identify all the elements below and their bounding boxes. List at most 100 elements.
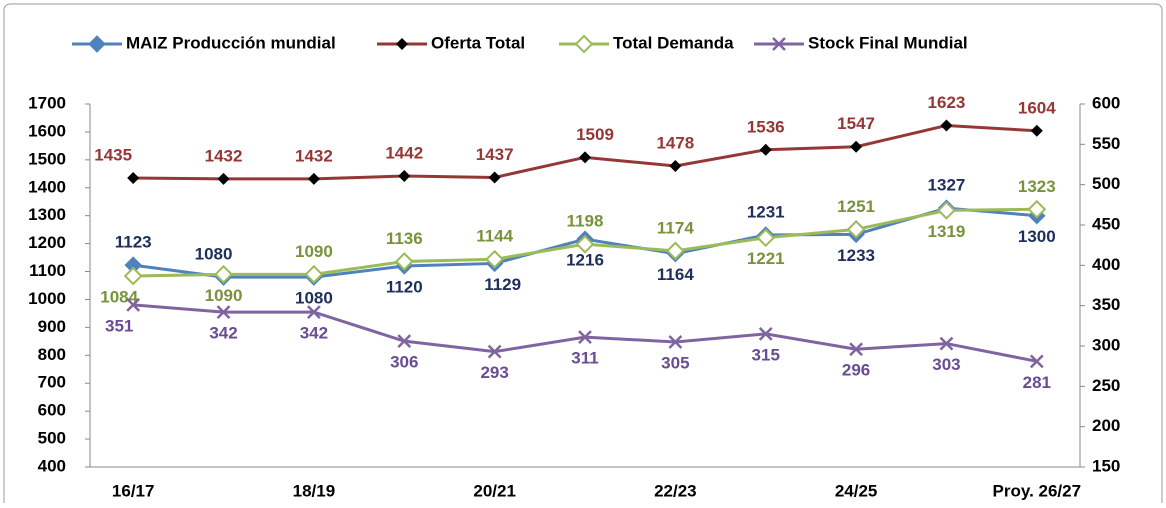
x-tick-label: 24/25 (835, 481, 878, 500)
marker (123, 266, 143, 286)
marker (1027, 199, 1047, 219)
data-label: 1437 (476, 145, 514, 164)
data-label: 342 (209, 324, 237, 343)
data-label: 1174 (657, 218, 694, 237)
marker (939, 336, 954, 351)
marker (937, 200, 956, 220)
legend-label: Oferta Total (431, 33, 525, 52)
marker (488, 171, 501, 184)
y2-tick-label: 150 (1092, 456, 1120, 475)
marker (304, 264, 324, 284)
marker (487, 344, 502, 359)
data-label: 1323 (1018, 177, 1056, 196)
marker (849, 342, 863, 357)
marker (1029, 354, 1044, 369)
data-label: 1144 (476, 227, 513, 246)
y2-tick-label: 550 (1092, 134, 1120, 153)
data-label: 1090 (205, 286, 243, 305)
data-label: 1198 (567, 212, 604, 231)
data-label: 1080 (295, 289, 333, 308)
data-label: 1221 (747, 249, 785, 268)
data-label: 1233 (837, 246, 875, 265)
y-tick-label: 1300 (28, 205, 66, 224)
marker (394, 252, 414, 271)
data-label: 1136 (386, 229, 423, 248)
marker (214, 264, 233, 284)
data-label: 1216 (566, 251, 604, 270)
y2-tick-label: 500 (1092, 174, 1120, 193)
marker (1030, 124, 1043, 137)
x-tick-label: 22/23 (654, 481, 697, 500)
data-label: 1604 (1018, 98, 1056, 117)
marker (574, 34, 594, 54)
marker (127, 171, 140, 184)
data-label: 303 (932, 355, 960, 374)
marker (850, 140, 863, 153)
marker (307, 305, 321, 320)
y-tick-label: 400 (38, 456, 66, 475)
data-label: 1432 (295, 146, 333, 165)
marker (397, 334, 412, 349)
data-label: 1251 (837, 197, 875, 216)
y2-tick-label: 200 (1092, 416, 1120, 435)
marker (668, 335, 683, 349)
y-tick-label: 900 (38, 317, 66, 336)
marker (756, 228, 776, 248)
data-label: 296 (842, 361, 870, 380)
y-tick-label: 1600 (28, 121, 66, 140)
marker (396, 38, 408, 50)
data-label: 1509 (576, 125, 614, 144)
marker (307, 172, 320, 185)
marker (846, 219, 866, 239)
x-tick-label: 18/19 (293, 481, 336, 500)
data-label: 1536 (747, 117, 785, 136)
data-label: 351 (105, 316, 133, 335)
y2-tick-label: 400 (1092, 255, 1120, 274)
marker (759, 143, 772, 156)
x-tick-label: Proy. 26/27 (993, 481, 1082, 500)
data-label: 305 (661, 353, 689, 372)
legend-label: Total Demanda (613, 33, 734, 52)
y2-tick-label: 250 (1092, 376, 1120, 395)
y2-tick-label: 350 (1092, 295, 1120, 314)
chart-frame (3, 3, 1163, 508)
data-label: 1442 (385, 144, 423, 163)
data-label: 1319 (928, 222, 966, 241)
data-label: 1231 (747, 202, 785, 221)
y-tick-label: 700 (38, 373, 66, 392)
marker (940, 119, 953, 132)
data-label: 1123 (115, 233, 152, 252)
x-tick-label: 20/21 (473, 481, 516, 500)
data-label: 342 (300, 324, 328, 343)
data-label: 315 (752, 345, 780, 364)
y-tick-label: 1000 (28, 289, 66, 308)
marker (88, 35, 106, 53)
marker (216, 305, 231, 320)
marker (126, 297, 141, 312)
marker (579, 151, 591, 164)
marker (485, 249, 505, 269)
marker (398, 170, 411, 183)
data-label: 1120 (386, 277, 423, 296)
data-label: 1547 (837, 114, 875, 133)
legend-label: Stock Final Mundial (808, 33, 968, 52)
y-tick-label: 1200 (28, 233, 66, 252)
marker (772, 37, 786, 51)
data-label: 1164 (657, 265, 694, 284)
y2-tick-label: 450 (1092, 214, 1120, 233)
data-label: 306 (390, 353, 418, 372)
data-label: 1080 (195, 245, 233, 264)
data-label: 281 (1023, 373, 1051, 392)
data-label: 1435 (94, 145, 132, 164)
marker (758, 327, 773, 341)
y-tick-label: 1100 (29, 261, 66, 280)
data-label: 1432 (205, 146, 243, 165)
legend-label: MAIZ Producción mundial (126, 33, 336, 52)
y-tick-label: 600 (38, 401, 66, 420)
data-label: 1327 (928, 176, 966, 195)
y-tick-label: 800 (38, 345, 66, 364)
marker (578, 330, 592, 345)
data-label: 293 (480, 363, 508, 382)
data-label: 311 (571, 349, 598, 368)
marker (575, 234, 595, 254)
